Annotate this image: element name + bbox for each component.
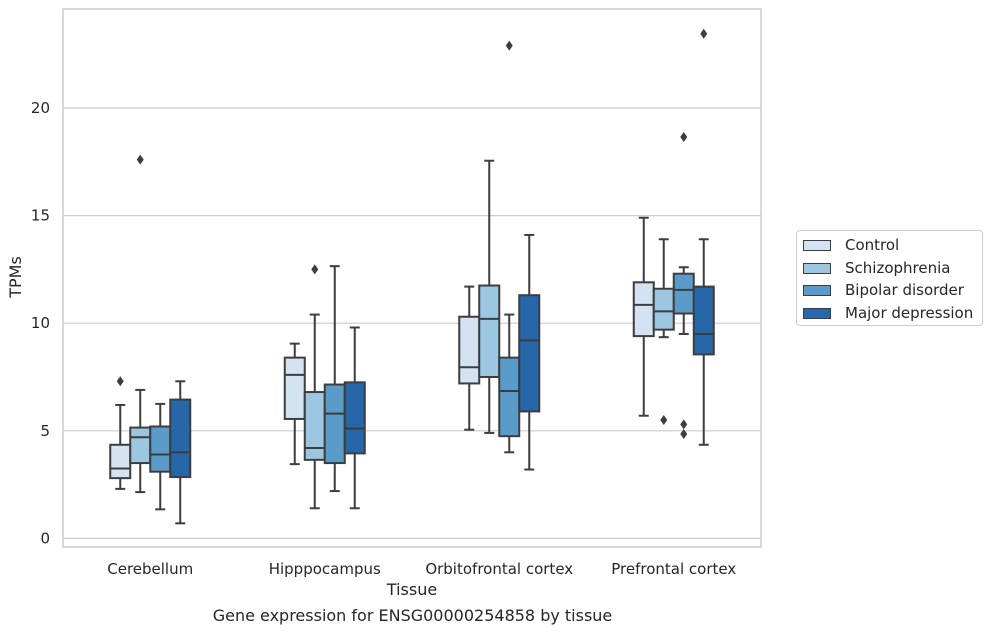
box — [632, 281, 655, 338]
box — [518, 294, 541, 413]
outlier-point — [700, 28, 708, 39]
x-tick-label: Prefrontal cortex — [611, 560, 736, 578]
box — [692, 285, 715, 356]
series-control — [109, 216, 655, 490]
figure-caption: Gene expression for ENSG00000254858 by t… — [212, 606, 613, 625]
box — [672, 272, 695, 315]
x-axis-label: Tissue — [386, 580, 437, 599]
box — [323, 383, 346, 465]
series-major-depression — [169, 28, 715, 525]
box-group — [283, 342, 306, 466]
box-group — [478, 159, 501, 434]
outlier-point — [311, 264, 319, 275]
box — [283, 356, 306, 420]
outlier-point — [660, 415, 668, 426]
box-group — [323, 265, 346, 493]
box-group — [458, 285, 481, 431]
legend-label: Schizophrenia — [845, 259, 951, 277]
box — [652, 287, 675, 331]
outlier-point — [680, 132, 688, 143]
box-group — [343, 326, 366, 510]
legend-swatch-schizophrenia — [803, 262, 831, 274]
box-series — [109, 28, 715, 525]
outlier-point — [136, 154, 144, 165]
outlier-point — [680, 419, 688, 430]
box-group — [149, 402, 172, 511]
series-bipolar-disorder — [149, 40, 695, 511]
x-tick-label: Orbitofrontal cortex — [425, 560, 573, 578]
y-tick-label: 5 — [40, 422, 50, 440]
box-group — [672, 132, 695, 440]
y-tick-label: 15 — [31, 207, 50, 225]
box-group — [652, 238, 675, 426]
box-group — [303, 264, 326, 510]
legend-item-major-depression: Major depression — [803, 303, 973, 323]
y-tick-label: 20 — [31, 99, 50, 117]
legend-label: Major depression — [845, 304, 974, 322]
box — [478, 284, 501, 378]
legend-swatch-bipolar-disorder — [803, 284, 831, 296]
box — [458, 315, 481, 385]
legend-item-schizophrenia: Schizophrenia — [803, 258, 950, 278]
legend-label: Control — [845, 236, 900, 254]
legend-item-control: Control — [803, 235, 899, 255]
box — [129, 426, 152, 465]
box-group — [169, 380, 192, 525]
y-axis-label: TPMs — [6, 256, 25, 299]
box-group — [498, 40, 521, 454]
box — [303, 391, 326, 461]
y-tick-labels: 0 5 10 15 20 — [31, 99, 50, 547]
outlier-point — [116, 376, 124, 387]
box — [343, 381, 366, 455]
legend-swatch-major-depression — [803, 307, 831, 319]
box-group — [109, 376, 132, 490]
x-tick-label: Cerebellum — [107, 560, 193, 578]
legend-label: Bipolar disorder — [845, 281, 964, 299]
x-tick-label: Hipppocampus — [269, 560, 381, 578]
x-tick-labels: Cerebellum Hipppocampus Orbitofrontal cort… — [107, 560, 736, 578]
box — [169, 398, 192, 479]
outlier-point — [505, 40, 513, 51]
box — [498, 356, 521, 438]
box — [149, 425, 172, 473]
box-group — [692, 28, 715, 446]
box-group — [632, 216, 655, 417]
y-tick-label: 0 — [40, 529, 50, 547]
box-group — [518, 233, 541, 471]
y-tick-label: 10 — [31, 314, 50, 332]
legend: Control Schizophrenia Bipolar disorder M… — [796, 230, 983, 326]
outlier-point — [680, 429, 688, 440]
series-schizophrenia — [129, 154, 675, 510]
legend-swatch-control — [803, 239, 831, 251]
plot-frame — [62, 8, 762, 548]
box — [109, 443, 132, 480]
legend-item-bipolar-disorder: Bipolar disorder — [803, 280, 964, 300]
